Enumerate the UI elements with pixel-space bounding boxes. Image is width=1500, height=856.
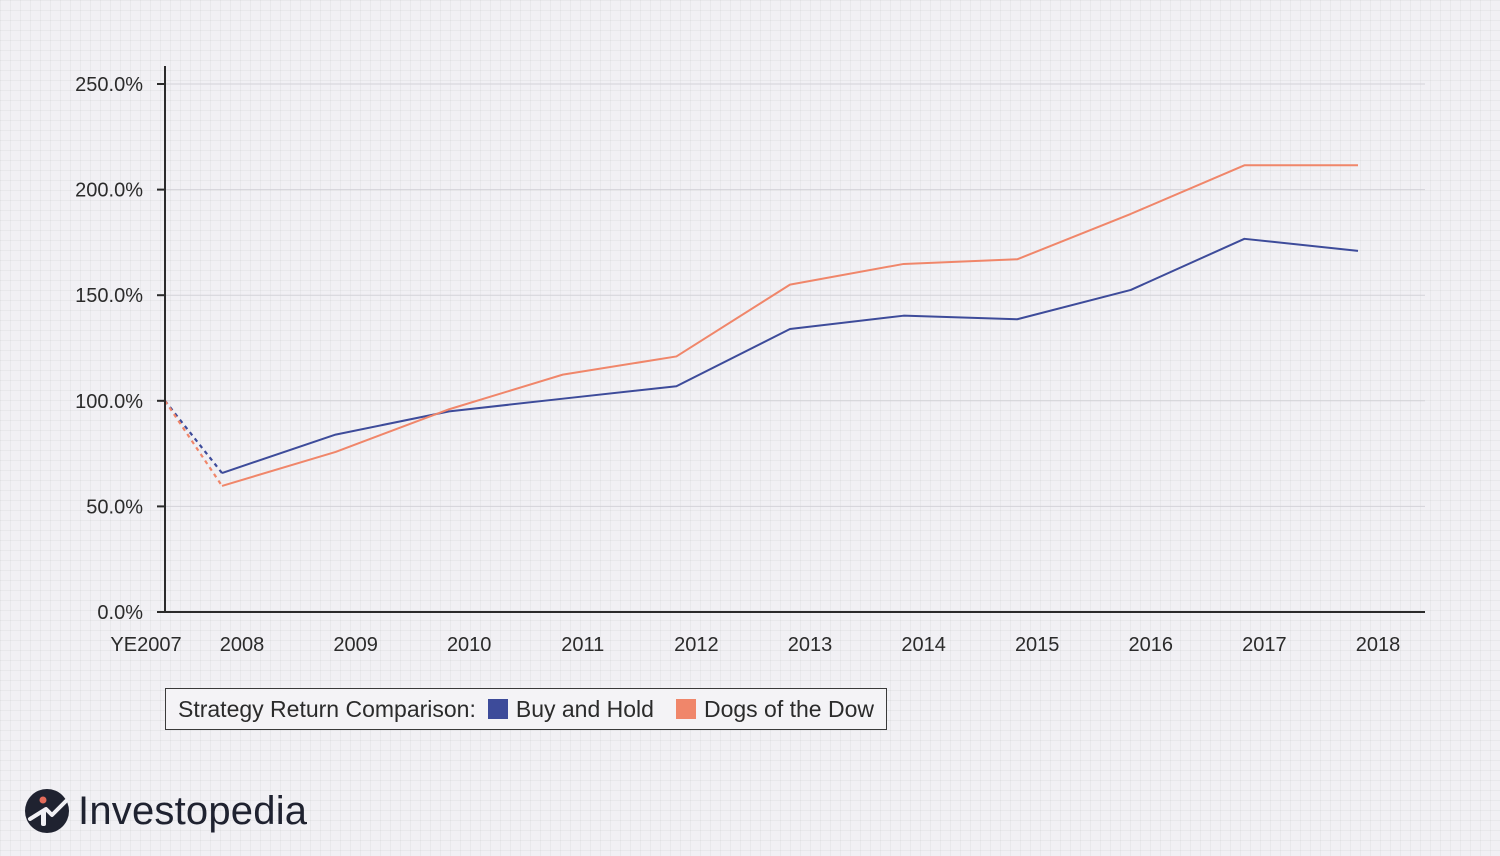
- y-axis-ticks: 0.0% 50.0% 100.0% 150.0% 200.0% 250.0%: [75, 74, 165, 624]
- y-tick-label: 150.0%: [75, 285, 143, 307]
- legend-item-dogs-of-the-dow: Dogs of the Dow: [675, 695, 874, 723]
- x-tick-label: 2017: [1242, 634, 1287, 656]
- series-dashed-segment-dogs-of-the-dow: [164, 400, 223, 487]
- x-tick-label: 2014: [901, 634, 946, 656]
- x-tick-label: 2018: [1356, 634, 1401, 656]
- series-dashed-segment-buy-and-hold: [164, 400, 223, 474]
- x-tick-label: 2015: [1015, 634, 1060, 656]
- investopedia-logo-icon: [25, 789, 69, 833]
- x-tick-label: 2016: [1129, 634, 1174, 656]
- series-lines: [164, 164, 1359, 487]
- grid-lines: [165, 83, 1425, 507]
- legend-label-buy-and-hold: Buy and Hold: [515, 695, 654, 722]
- y-tick-label: 200.0%: [75, 180, 143, 202]
- legend-swatch-dogs-of-the-dow: [675, 699, 696, 719]
- line-chart: 0.0% 50.0% 100.0% 150.0% 200.0% 250.0% YE2007…: [75, 66, 1425, 656]
- x-tick-label: 2008: [220, 634, 265, 656]
- chart-legend: Strategy Return Comparison: Buy and Hold…: [165, 688, 887, 730]
- x-tick-label: 2010: [447, 634, 492, 656]
- brand-logo: Investopedia: [24, 788, 307, 834]
- series-line-dogs-of-the-dow: [221, 164, 1358, 487]
- y-tick-label: 250.0%: [75, 74, 143, 96]
- y-tick-label: 0.0%: [97, 602, 143, 624]
- legend-swatch-buy-and-hold: [487, 699, 508, 719]
- legend-item-buy-and-hold: Buy and Hold: [487, 695, 654, 723]
- brand-name: Investopedia: [78, 788, 308, 833]
- x-tick-label: 2011: [561, 634, 604, 656]
- x-tick-label: YE2007: [110, 634, 181, 656]
- legend-title: Strategy Return Comparison:: [178, 695, 476, 722]
- x-tick-label: 2013: [788, 634, 833, 656]
- x-tick-label: 2009: [333, 634, 378, 656]
- x-axis-ticks: YE2007 2008 2009 2010 2011 2012 2013 2014 2015 20…: [110, 634, 1400, 656]
- y-tick-label: 100.0%: [75, 391, 143, 413]
- legend-label-dogs-of-the-dow: Dogs of the Dow: [703, 695, 874, 722]
- x-tick-label: 2012: [674, 634, 719, 656]
- y-tick-label: 50.0%: [86, 496, 143, 518]
- series-line-buy-and-hold: [221, 237, 1359, 474]
